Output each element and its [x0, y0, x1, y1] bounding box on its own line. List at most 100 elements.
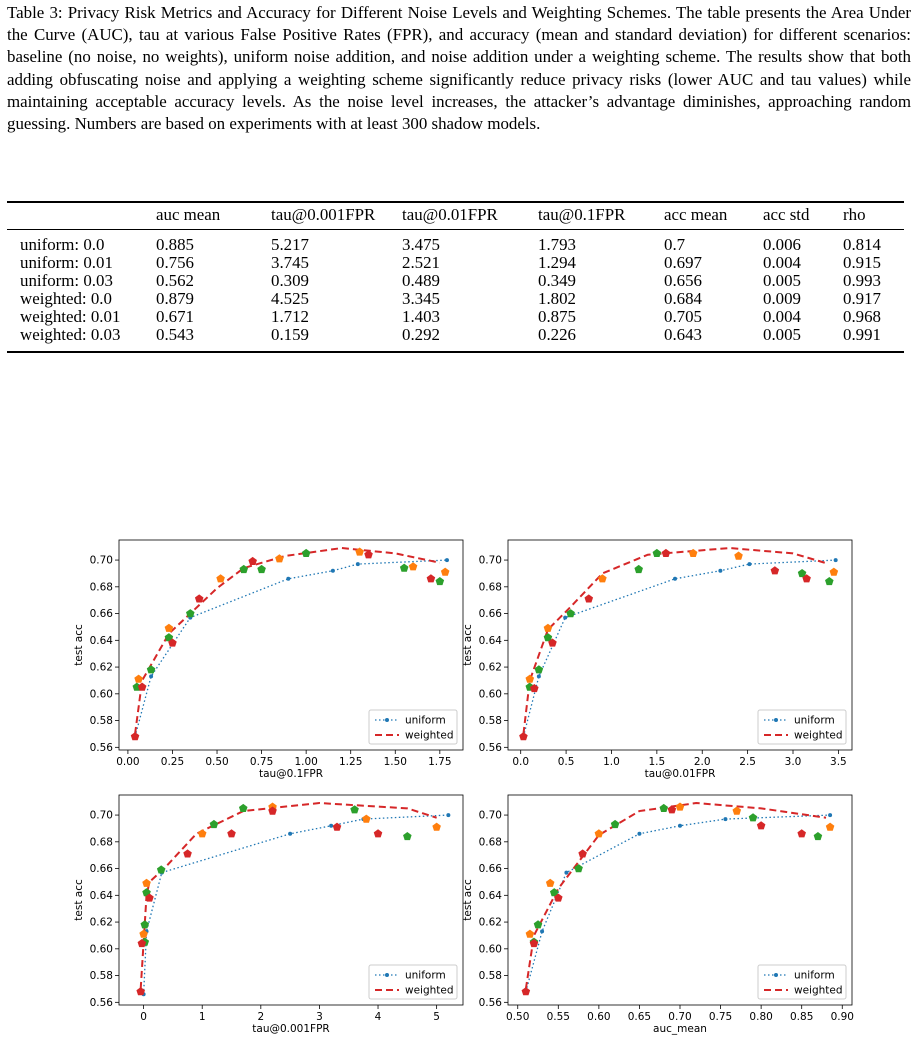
- plot-area: [130, 547, 450, 741]
- y-tick-label: 0.60: [90, 943, 113, 955]
- scatter-point: [134, 674, 143, 683]
- chart-panel: 0.56 0.58 0.60 0.62 0.64 0.66 0.68 0.70 0.00 0.25…: [73, 539, 464, 780]
- y-tick-label: 0.64: [90, 635, 114, 647]
- x-axis-label: tau@0.001FPR: [252, 1023, 329, 1035]
- table-cell: 0.489: [402, 271, 441, 290]
- series-marker: [828, 813, 833, 818]
- scatter-point: [543, 623, 553, 632]
- x-tick-label: 3.5: [830, 756, 847, 768]
- table-cell: 0.991: [843, 326, 904, 353]
- scatter-point: [748, 813, 758, 822]
- scatter-point: [825, 822, 835, 831]
- scatter-point: [350, 805, 359, 814]
- table-cell: 0.159: [271, 326, 402, 353]
- y-tick-label: 0.70: [479, 810, 502, 822]
- scatter-point: [164, 633, 174, 642]
- y-tick-label: 0.64: [90, 890, 114, 902]
- series-marker: [355, 562, 360, 567]
- table-cell: 0.226: [538, 326, 664, 353]
- x-tick-label: 0.90: [831, 1011, 854, 1023]
- table-row: uniform: 0.03 0.562 0.309 0.489 0.349 0.656 0.…: [7, 272, 904, 290]
- scatter-point: [227, 829, 236, 838]
- table-cell: 0.993: [843, 271, 882, 290]
- scatter-point: [301, 548, 311, 558]
- scatter-point: [139, 929, 148, 938]
- legend-label: uniform: [794, 715, 835, 727]
- series-marker: [288, 831, 293, 836]
- table-cell: 0.543: [156, 326, 271, 353]
- plot-area: [521, 802, 835, 996]
- x-tick-label: 2.0: [694, 756, 711, 768]
- scatter-point: [140, 920, 150, 929]
- x-tick-label: 0.75: [250, 756, 273, 768]
- y-tick-label: 0.56: [90, 742, 114, 754]
- scatter-point: [554, 893, 563, 902]
- y-tick-label: 0.68: [479, 581, 502, 593]
- scatter-point: [521, 987, 531, 996]
- scatter-point: [770, 566, 780, 575]
- table-cell: 0.705: [664, 307, 703, 326]
- scatter-point: [574, 864, 583, 873]
- scatter-point: [332, 822, 342, 831]
- y-tick-label: 0.56: [90, 997, 114, 1009]
- x-tick-label: 1.5: [649, 756, 666, 768]
- x-tick-label: 1.25: [339, 756, 362, 768]
- y-tick-label: 0.60: [479, 688, 502, 700]
- scatter-point: [548, 638, 557, 647]
- x-tick-label: 1: [199, 1011, 206, 1023]
- corner-cell: [7, 202, 156, 230]
- x-tick-label: 0.65: [628, 1011, 651, 1023]
- x-tick-label: 0.5: [558, 756, 575, 768]
- y-tick-label: 0.60: [90, 688, 113, 700]
- table-cell: 0.005: [763, 271, 802, 290]
- scatter-point: [364, 550, 373, 559]
- table-cell: 0.005: [763, 326, 843, 353]
- series-marker: [833, 558, 838, 563]
- table-cell: uniform: 0.01: [20, 253, 113, 272]
- x-tick-label: 0.75: [709, 1011, 732, 1023]
- legend-label: uniform: [794, 970, 835, 982]
- series-marker: [637, 831, 642, 836]
- scatter-point: [534, 665, 544, 674]
- table-cell: 1.802: [538, 289, 577, 308]
- scatter-point: [594, 829, 604, 838]
- scatter-point: [675, 802, 685, 811]
- scatter-point: [136, 987, 145, 996]
- column-header: rho: [843, 202, 904, 230]
- x-tick-label: 0.70: [668, 1011, 691, 1023]
- y-tick-label: 0.56: [479, 997, 503, 1009]
- y-tick-label: 0.58: [479, 715, 502, 727]
- table-row: uniform: 0.0 0.885 5.217 3.475 1.793 0.7 0.006…: [7, 230, 904, 255]
- series-marker: [330, 568, 335, 573]
- series-marker: [678, 823, 682, 828]
- scatter-point: [137, 682, 147, 691]
- scatter-point: [426, 574, 436, 583]
- scatter-point: [146, 665, 156, 674]
- scatter-point: [194, 594, 204, 603]
- scatter-point: [545, 878, 555, 887]
- y-tick-label: 0.68: [90, 836, 113, 848]
- scatter-point: [529, 938, 539, 948]
- table-cell: 0.814: [843, 235, 882, 254]
- x-tick-label: 1.50: [384, 756, 407, 768]
- y-tick-label: 0.68: [479, 836, 502, 848]
- column-header: tau@0.01FPR: [402, 202, 538, 230]
- table-cell: 1.712: [271, 307, 310, 326]
- plot-frame: [118, 539, 464, 751]
- x-tick-label: 0.85: [790, 1011, 813, 1023]
- table-cell: 0.309: [271, 271, 310, 290]
- table-cell: 3.345: [402, 289, 441, 308]
- legend-label: uniform: [405, 970, 446, 982]
- x-tick-label: 2.5: [739, 756, 756, 768]
- y-axis-label: test acc: [462, 624, 474, 666]
- series-line: [522, 547, 826, 735]
- table-cell: 1.793: [538, 235, 577, 254]
- table-cell: 0.004: [763, 253, 802, 272]
- table-cell: 0.917: [843, 289, 882, 308]
- scatter-point: [355, 547, 364, 556]
- table-cell: 0.009: [763, 289, 802, 308]
- plot-area: [136, 802, 451, 997]
- scatter-point: [399, 563, 409, 572]
- table-caption: Table 3: Privacy Risk Metrics and Accura…: [7, 3, 911, 134]
